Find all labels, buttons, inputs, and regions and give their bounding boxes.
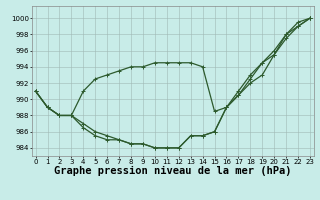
X-axis label: Graphe pression niveau de la mer (hPa): Graphe pression niveau de la mer (hPa): [54, 166, 292, 176]
